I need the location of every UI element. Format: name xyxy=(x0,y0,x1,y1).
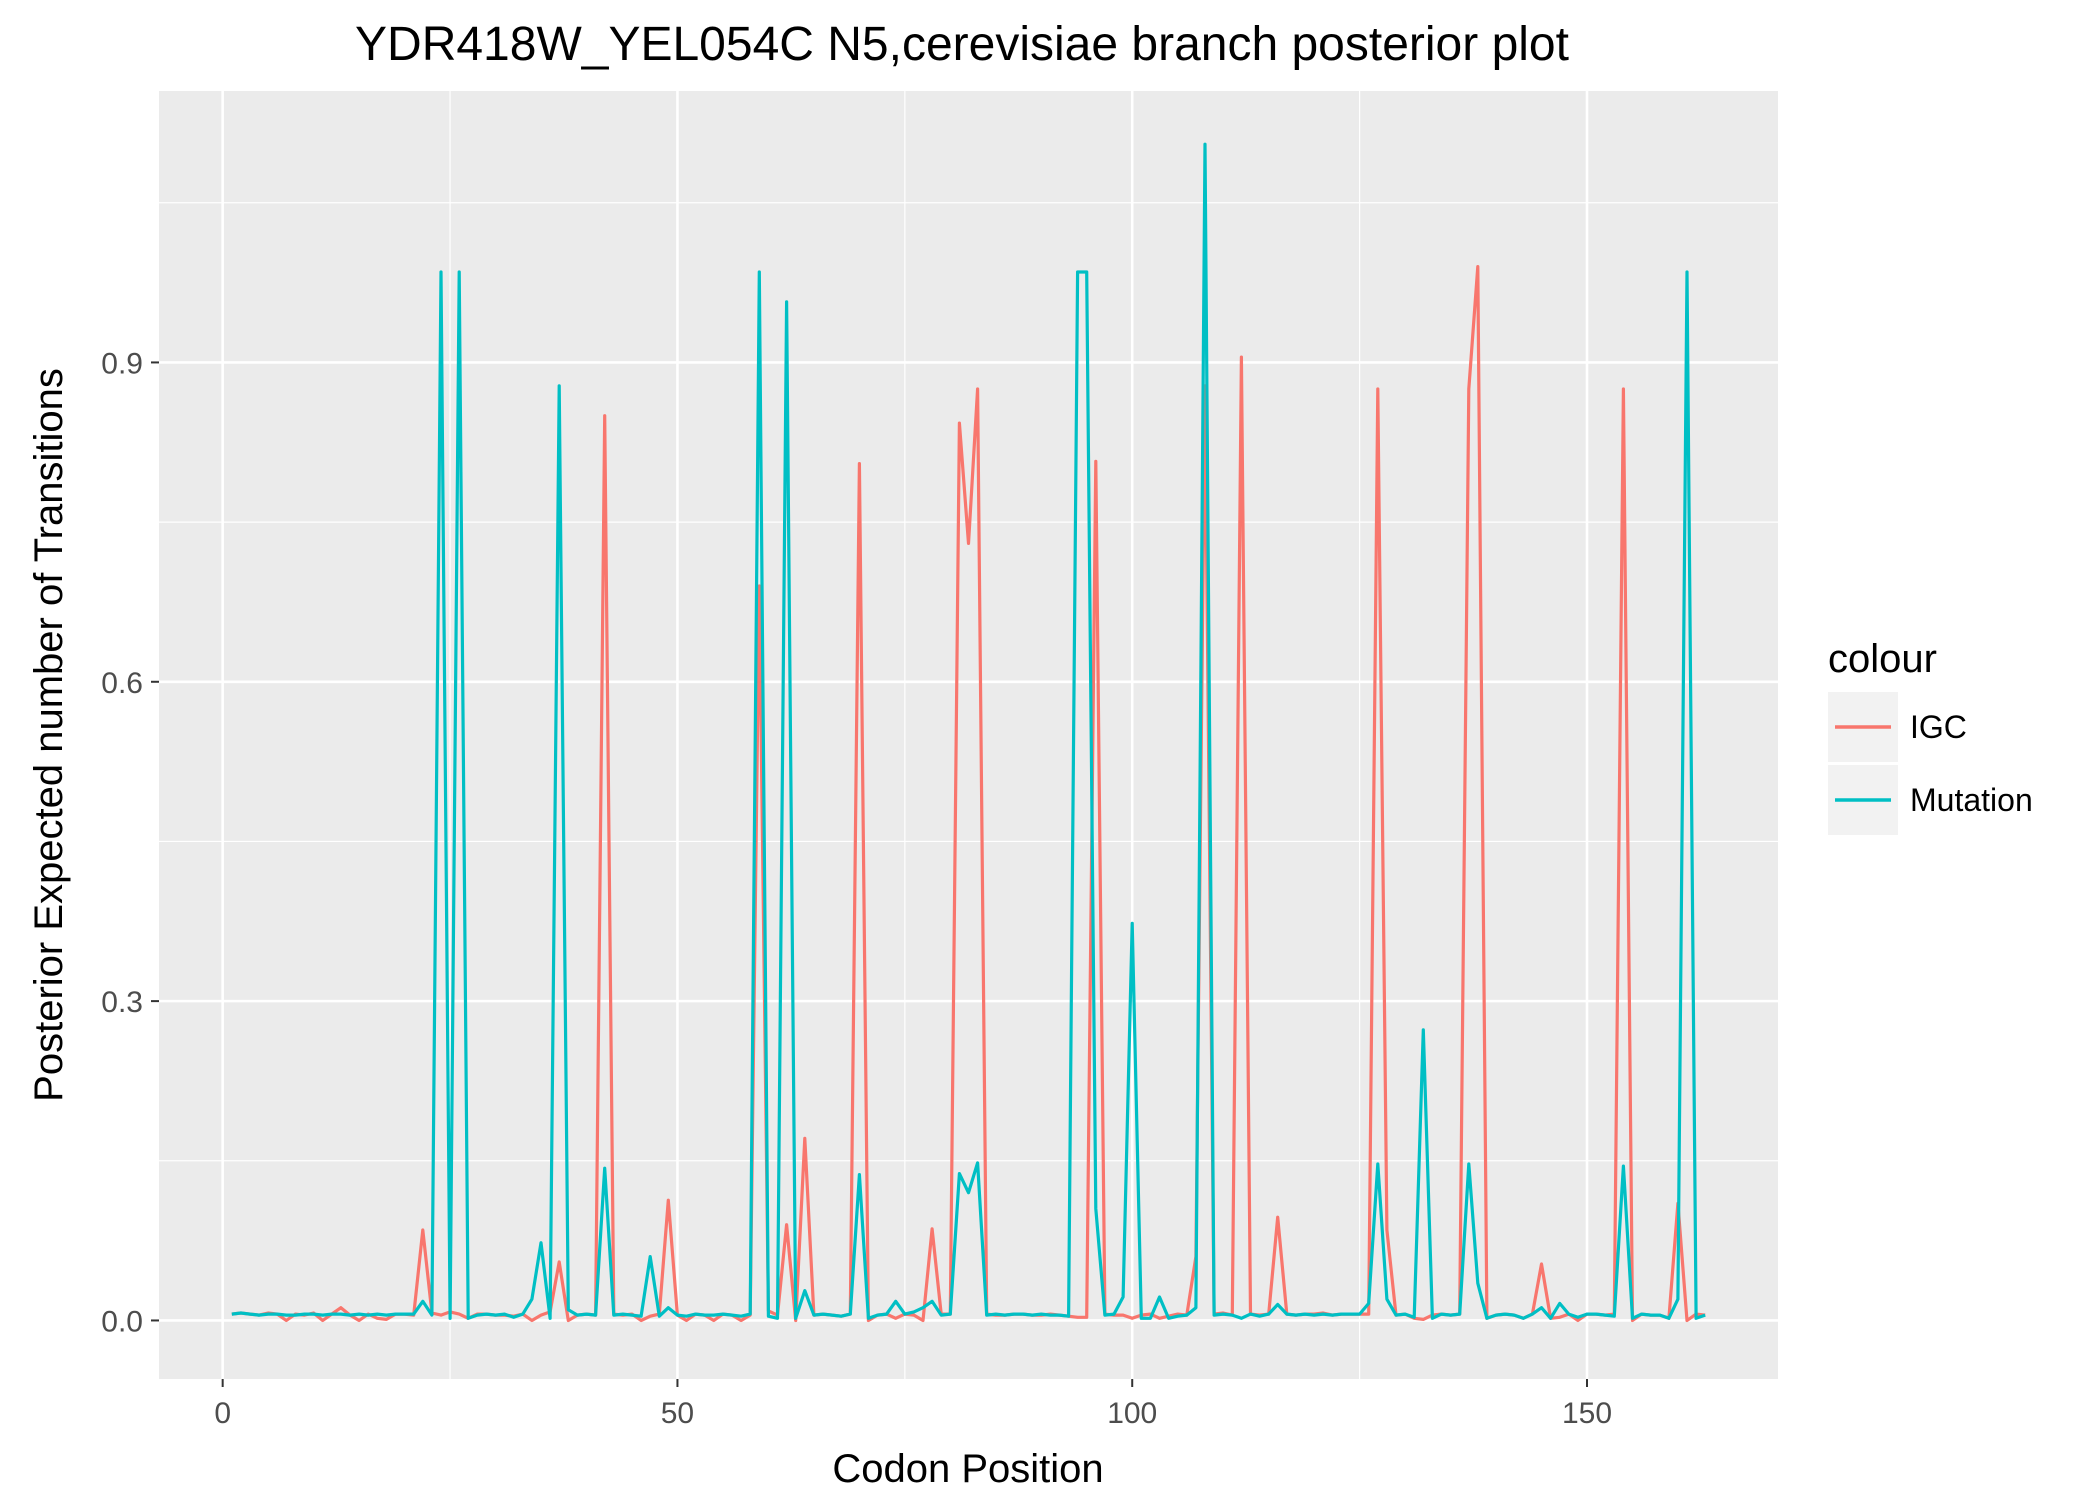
x-tick-label: 0 xyxy=(214,1397,231,1430)
x-tick-label: 150 xyxy=(1562,1397,1612,1430)
series-lines xyxy=(231,142,1706,1323)
plot-panel xyxy=(159,91,1778,1379)
major-gridlines xyxy=(159,91,1778,1379)
legend-label-igc: IGC xyxy=(1910,709,1967,745)
x-axis-label: Codon Position xyxy=(832,1447,1103,1491)
legend: colour IGC Mutation xyxy=(1828,637,2033,835)
y-axis-ticks: 0.0 0.3 0.6 0.9 xyxy=(101,347,159,1338)
y-tick-label: 0.6 xyxy=(101,667,143,700)
legend-label-mutation: Mutation xyxy=(1910,782,2033,818)
x-axis-ticks: 0 50 100 150 xyxy=(214,1379,1612,1430)
series-line-mutation xyxy=(231,142,1706,1320)
x-tick-label: 100 xyxy=(1107,1397,1157,1430)
y-axis-label: Posterior Expected number of Transitions xyxy=(27,368,71,1102)
x-tick-label: 50 xyxy=(661,1397,694,1430)
y-tick-label: 0.0 xyxy=(101,1305,143,1338)
y-tick-label: 0.3 xyxy=(101,986,143,1019)
chart-title: YDR418W_YEL054C N5,cerevisiae branch pos… xyxy=(355,18,1569,71)
y-tick-label: 0.9 xyxy=(101,347,143,380)
legend-title: colour xyxy=(1828,637,1937,681)
